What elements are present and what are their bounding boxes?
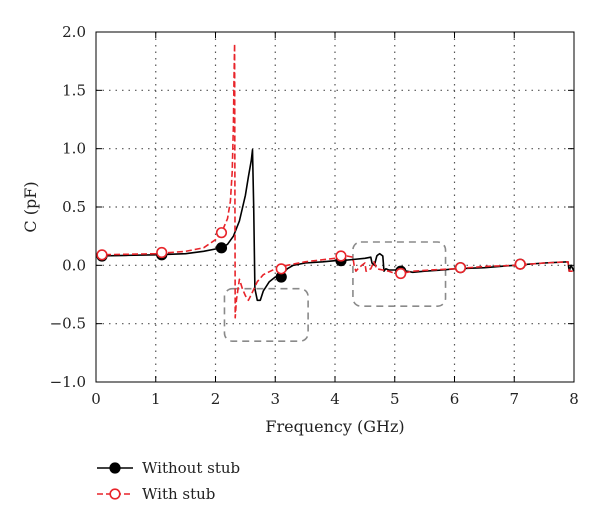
data-point: [96, 249, 108, 261]
x-tick-label: 5: [390, 390, 400, 408]
legend-marker: [109, 462, 121, 474]
y-tick-label: 1.0: [62, 140, 86, 158]
legend-item: With stub: [97, 485, 215, 503]
axis-ticks: 0 1 2 3 4 5 6 7 8 −1.0 −0.5 0.0 0.5 1.0 1.5 2.0: [50, 23, 579, 408]
annotation-boxes: [223, 241, 447, 342]
x-tick-label: 6: [450, 390, 460, 408]
grid-lines: [96, 32, 574, 382]
data-point: [335, 250, 347, 262]
legend-label: Without stub: [142, 459, 240, 477]
series-with-stub: [95, 42, 574, 319]
series-line: [95, 149, 575, 302]
x-tick-label: 8: [569, 390, 579, 408]
x-tick-label: 3: [270, 390, 280, 408]
y-tick-label: −0.5: [50, 315, 86, 333]
series-without-stub: [95, 149, 575, 302]
annotation-box: [352, 241, 447, 307]
y-tick-label: −1.0: [50, 373, 86, 391]
series-line: [95, 42, 574, 319]
x-tick-label: 1: [151, 390, 161, 408]
y-tick-label: 2.0: [62, 23, 86, 41]
data-point: [215, 227, 228, 239]
x-tick-label: 7: [509, 390, 519, 408]
x-tick-label: 0: [91, 390, 101, 408]
data-point: [156, 246, 168, 259]
data-point: [514, 258, 526, 270]
annotation-box: [223, 287, 309, 342]
x-axis-label: Frequency (GHz): [265, 417, 404, 436]
legend-marker: [109, 488, 121, 500]
data-point: [395, 267, 407, 280]
data-point: [215, 242, 228, 254]
legend-label: With stub: [142, 485, 215, 503]
legend: Without stub With stub: [97, 459, 240, 503]
data-point: [275, 263, 287, 275]
y-axis-label: C (pF): [21, 181, 40, 232]
y-tick-label: 0.5: [62, 198, 86, 216]
x-tick-label: 2: [211, 390, 221, 408]
legend-item: Without stub: [97, 459, 240, 477]
y-tick-label: 1.5: [62, 81, 86, 99]
y-tick-label: 0.0: [62, 256, 86, 274]
data-point: [454, 262, 467, 274]
x-tick-label: 4: [330, 390, 340, 408]
series-layer: [95, 42, 575, 319]
